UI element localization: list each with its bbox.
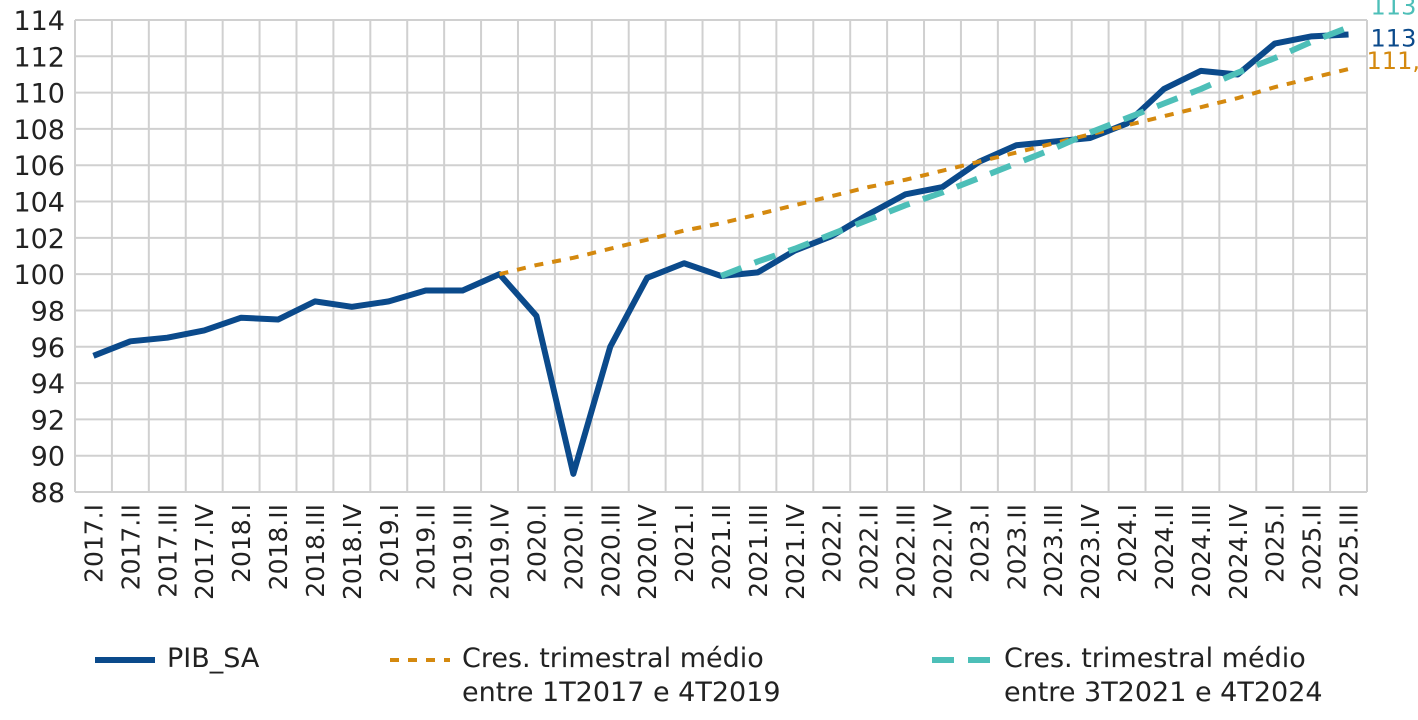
x-tick-label: 2022.I [818,504,847,583]
x-tick-label: 2020.III [596,504,625,598]
x-tick-label: 2019.II [412,504,441,590]
x-tick-label: 2020.IV [633,504,662,600]
x-tick-label: 2018.I [227,504,256,583]
x-tick-label: 2019.III [449,504,478,598]
x-tick-label: 2024.III [1187,504,1216,598]
x-tick-label: 2018.II [264,504,293,590]
x-tick-label: 2019.IV [486,504,515,600]
x-tick-label: 2020.I [522,504,551,583]
series-line [92,31,1349,477]
y-tick-label: 102 [13,224,65,255]
y-tick-label: 112 [13,42,65,73]
legend-label: Cres. trimestral médio entre 3T2021 e 4T… [1004,643,1323,708]
legend-label: PIB_SA [167,643,260,674]
x-tick-label: 2023.I [965,504,994,583]
y-tick-label: 88 [31,478,65,509]
series-line [719,24,1350,279]
series-line [499,67,1350,277]
x-tick-label: 2022.II [855,504,884,590]
y-tick-label: 98 [31,296,65,327]
x-tick-label: 2022.IV [928,504,957,600]
x-tick-label: 2017.IV [190,504,219,600]
data-label: 113,2 [1371,25,1418,53]
x-tick-label: 2022.III [892,504,921,598]
x-tick-label: 2017.III [153,504,182,598]
x-tick-label: 2025.III [1335,504,1364,598]
y-tick-label: 94 [31,369,65,400]
x-tick-label: 2024.IV [1224,504,1253,600]
legend-label: Cres. trimestral médio entre 1T2017 e 4T… [462,643,781,708]
x-tick-label: 2019.I [375,504,404,583]
y-tick-label: 114 [13,6,65,37]
x-tick-label: 2018.IV [338,504,367,600]
y-tick-label: 100 [13,260,65,291]
x-tick-label: 2025.II [1298,504,1327,590]
y-tick-label: 106 [13,151,65,182]
y-tick-label: 90 [31,442,65,473]
x-tick-label: 2017.II [116,504,145,590]
y-tick-label: 96 [31,333,65,364]
x-tick-label: 2023.II [1002,504,1031,590]
x-tick-label: 2021.III [744,504,773,598]
x-tick-label: 2021.IV [781,504,810,600]
x-tick-label: 2021.I [670,504,699,583]
data-label: 111,3 [1367,47,1418,75]
x-tick-label: 2018.III [301,504,330,598]
x-tick-label: 2025.I [1261,504,1290,583]
y-tick-label: 92 [31,405,65,436]
data-label: 113,6 [1371,0,1418,20]
y-tick-label: 104 [13,188,65,219]
x-tick-label: 2023.III [1039,504,1068,598]
y-tick-label: 110 [13,79,65,110]
x-tick-label: 2021.II [707,504,736,590]
x-tick-label: 2023.IV [1076,504,1105,600]
x-tick-label: 2024.I [1113,504,1142,583]
x-tick-label: 2017.I [79,504,108,583]
x-tick-label: 2020.II [559,504,588,590]
x-tick-label: 2024.II [1150,504,1179,590]
y-tick-label: 108 [13,115,65,146]
